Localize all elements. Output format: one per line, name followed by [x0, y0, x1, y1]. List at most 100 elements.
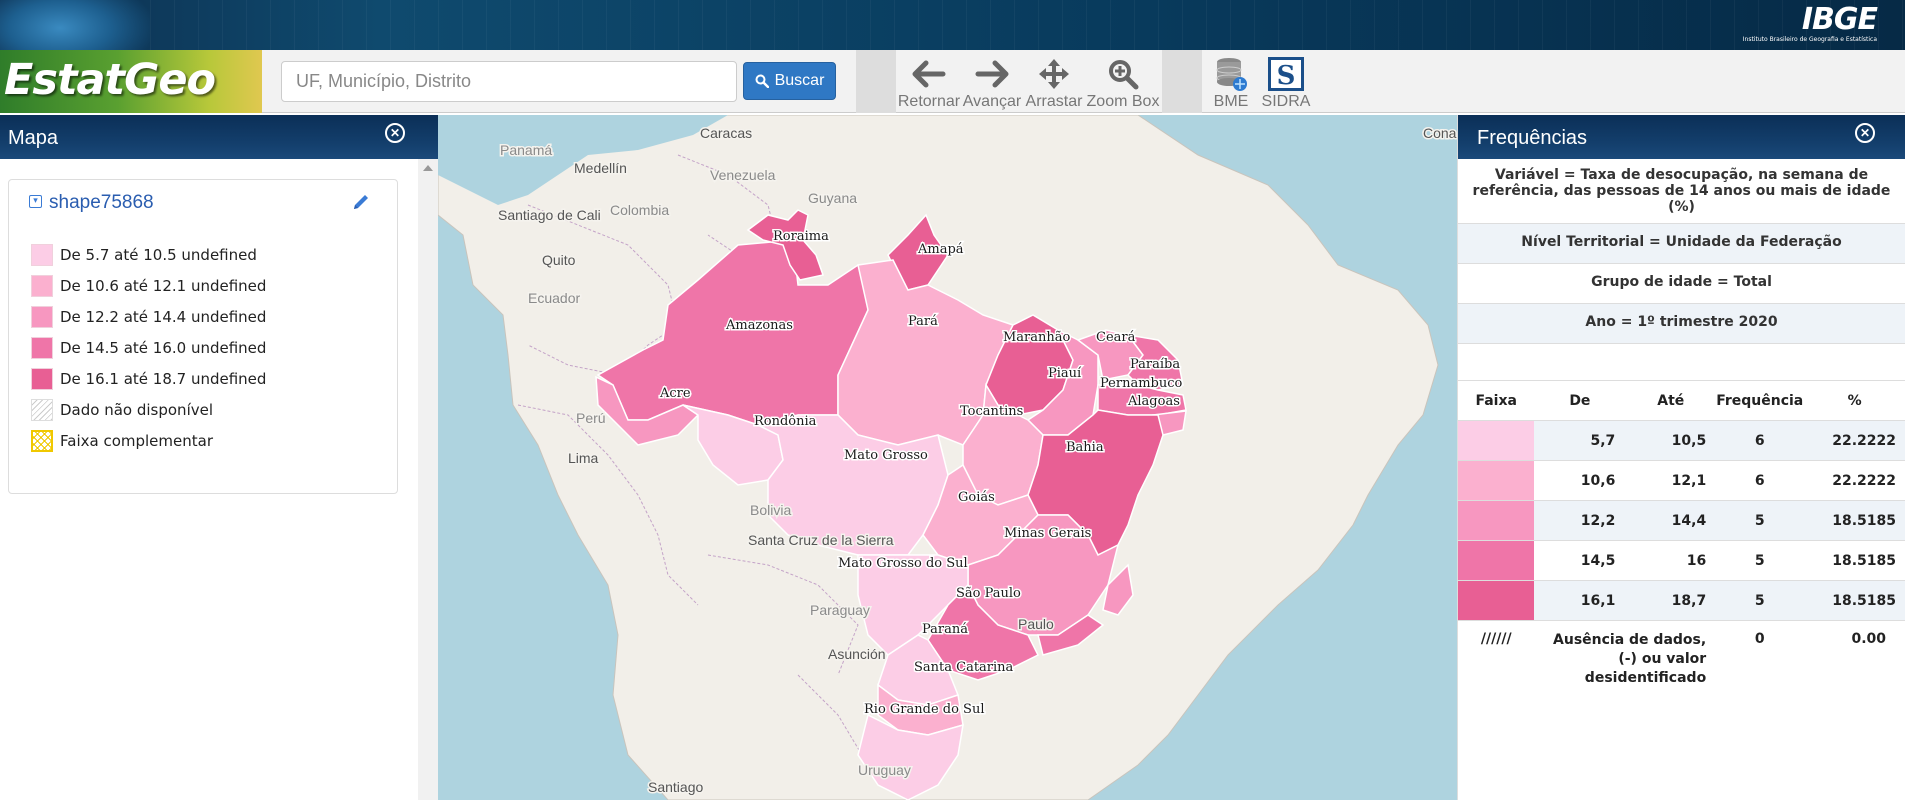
table-cell-freq: 5 — [1716, 580, 1804, 621]
range-swatch — [1458, 500, 1535, 541]
country-label: Bolivia — [750, 502, 791, 518]
city-label: Caracas — [700, 125, 752, 141]
scrollbar[interactable] — [418, 159, 438, 800]
svg-text:S: S — [1277, 61, 1296, 91]
search-button[interactable]: Buscar — [743, 62, 836, 100]
sidra-icon: S — [1268, 57, 1304, 91]
column-header: Faixa — [1458, 380, 1535, 421]
pencil-icon[interactable] — [351, 192, 371, 216]
table-cell-freq: 5 — [1716, 500, 1804, 541]
range-swatch — [1458, 460, 1535, 501]
column-header: Frequência — [1716, 380, 1804, 421]
scroll-up-icon[interactable] — [423, 165, 433, 171]
back-tool[interactable]: Retornar — [898, 50, 960, 113]
table-row: 10,6 12,1 6 22.2222 — [1458, 460, 1905, 501]
state-label: Paraíba — [1130, 357, 1180, 372]
legend-item: De 14.5 até 16.0 undefined — [31, 337, 266, 359]
column-header: % — [1803, 380, 1905, 421]
state-label: Maranhão — [1003, 330, 1071, 345]
range-swatch — [1458, 580, 1535, 621]
state-label: Tocantins — [960, 404, 1023, 419]
map-panel-title: Mapa — [8, 127, 59, 149]
legend-swatch — [31, 244, 53, 266]
legend-item: De 16.1 até 18.7 undefined — [31, 368, 266, 390]
forward-tool[interactable]: Avançar — [962, 50, 1022, 113]
city-label: Cona — [1423, 125, 1457, 141]
city-label: Santa Cruz de la Sierra — [748, 532, 894, 548]
state-label: Acre — [659, 386, 691, 401]
sidra-tool[interactable]: S SIDRA — [1258, 50, 1314, 113]
zoom-icon — [1109, 60, 1139, 90]
country-label: Guyana — [808, 190, 857, 206]
top-banner: IBGE Instituto Brasileiro de Geografia e… — [0, 0, 1905, 50]
country-label: Colombia — [610, 202, 669, 218]
table-cell-pct: 0.00 — [1803, 620, 1905, 699]
state-label: São Paulo — [956, 586, 1021, 601]
legend-swatch — [31, 368, 53, 390]
layer-name[interactable]: shape75868 — [49, 192, 154, 213]
table-cell-to: 16 — [1625, 540, 1717, 581]
table-cell-freq: 6 — [1716, 460, 1804, 501]
legend-swatch — [31, 306, 53, 328]
frequency-table: Faixa De Até Frequência % 5,7 10,5 6 22.222… — [1458, 380, 1905, 699]
missing-pattern: ////// — [1458, 620, 1535, 699]
pan-tool[interactable]: Arrastar — [1024, 50, 1084, 113]
state-label: Rio Grande do Sul — [864, 702, 985, 717]
close-icon[interactable]: ✕ — [385, 123, 405, 143]
state-label: Ceará — [1096, 330, 1136, 345]
database-icon — [1216, 58, 1247, 91]
close-icon[interactable]: ✕ — [1855, 123, 1875, 143]
legend-label: De 16.1 até 18.7 undefined — [60, 370, 267, 388]
table-row: 16,1 18,7 5 18.5185 — [1458, 580, 1905, 621]
state-label: Mato Grosso — [844, 448, 928, 463]
legend-item: Faixa complementar — [31, 430, 213, 452]
country-label: Panamá — [500, 142, 552, 158]
table-row: 14,5 16 5 18.5185 — [1458, 540, 1905, 581]
map-panel: Mapa ✕ ▾ shape75868 De 5.7 até 10.5 unde… — [0, 115, 438, 800]
table-cell-pct: 18.5185 — [1803, 500, 1905, 541]
ibge-logo[interactable]: IBGE Instituto Brasileiro de Geografia e… — [1742, 2, 1878, 44]
search-input[interactable] — [281, 61, 737, 102]
toolbar: EstatGeo Buscar Retornar Avançar Arrasta… — [0, 50, 1905, 113]
table-row-missing: //////Ausência de dados, (-) ou valor desi… — [1458, 620, 1905, 699]
bme-tool[interactable]: BME — [1206, 50, 1256, 113]
column-header: Até — [1625, 380, 1717, 421]
state-label: Rondônia — [754, 414, 817, 429]
city-label: Quito — [542, 252, 576, 268]
map-canvas[interactable]: Panamá Venezuela Colombia Guyana Ecuador… — [438, 115, 1457, 800]
state-rio — [1037, 614, 1105, 656]
globe-graphic — [0, 0, 150, 50]
legend-label: De 10.6 até 12.1 undefined — [60, 277, 267, 295]
country-label: Perú — [576, 410, 606, 426]
state-roraima — [746, 209, 824, 281]
legend-item: De 12.2 até 14.4 undefined — [31, 306, 266, 328]
table-row: 12,2 14,4 5 18.5185 — [1458, 500, 1905, 541]
legend-swatch — [31, 430, 53, 452]
estatgeo-logo: EstatGeo — [0, 50, 262, 113]
legend-item: De 10.6 até 12.1 undefined — [31, 275, 266, 297]
zoom-box-tool[interactable]: Zoom Box — [1086, 50, 1160, 113]
legend-label: Faixa complementar — [60, 432, 213, 450]
city-label: Medellín — [574, 160, 627, 176]
variable-info: Variável = Taxa de desocupação, na seman… — [1458, 159, 1905, 224]
table-cell-from: 16,1 — [1534, 580, 1626, 621]
column-header: De — [1534, 380, 1626, 421]
country-label: Ecuador — [528, 290, 580, 306]
country-label: Uruguay — [858, 762, 911, 778]
legend-swatch — [31, 337, 53, 359]
country-label: Paraguay — [810, 602, 870, 618]
state-label: Amazonas — [725, 318, 793, 333]
state-label: Alagoas — [1127, 394, 1180, 409]
state-rio-grande-do-sul — [857, 713, 964, 800]
city-label: Lima — [568, 450, 599, 466]
state-es — [1102, 563, 1134, 616]
city-label: Paulo — [1018, 616, 1054, 632]
legend-label: De 14.5 até 16.0 undefined — [60, 339, 267, 357]
table-header-row: Faixa De Até Frequência % — [1458, 380, 1905, 421]
age-group-info: Grupo de idade = Total — [1458, 264, 1905, 304]
map-view[interactable]: Panamá Venezuela Colombia Guyana Ecuador… — [438, 115, 1457, 800]
table-cell-to: 18,7 — [1625, 580, 1717, 621]
city-label: Asunción — [828, 646, 886, 662]
table-cell-to: 12,1 — [1625, 460, 1717, 501]
collapse-icon[interactable]: ▾ — [29, 195, 42, 208]
